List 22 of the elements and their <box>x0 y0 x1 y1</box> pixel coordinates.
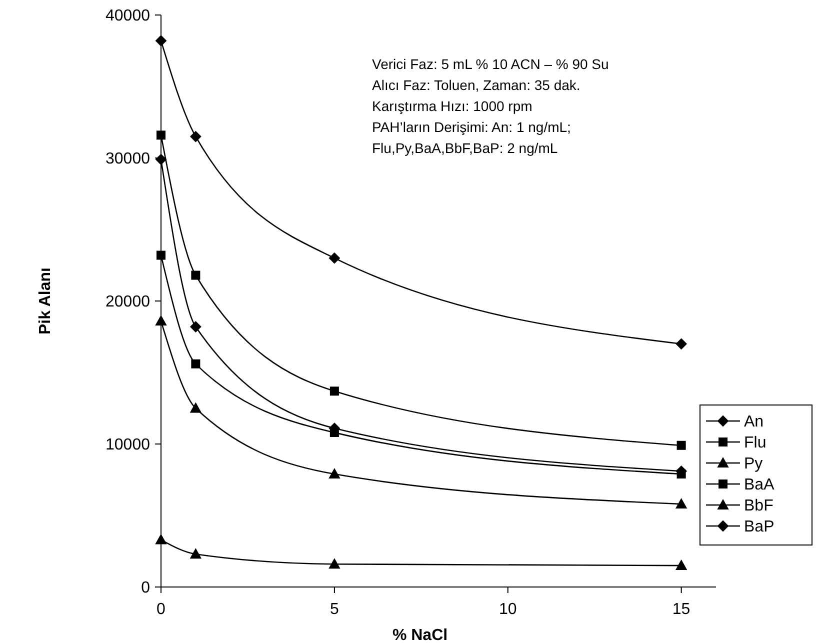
x-tick-label: 0 <box>156 601 166 618</box>
x-tick-label: 15 <box>672 601 690 618</box>
x-axis-title: % NaCl <box>392 627 448 643</box>
y-tick-label: 0 <box>141 580 150 597</box>
annotation: Karıştırma Hızı: 1000 rpm <box>372 98 532 114</box>
y-tick-label: 10000 <box>106 436 150 454</box>
legend-label: BbF <box>744 498 774 515</box>
annotation: Verici Faz: 5 mL % 10 ACN – % 90 Su <box>372 56 609 72</box>
annotation: Alıcı Faz: Toluen, Zaman: 35 dak. <box>372 77 580 93</box>
y-tick-label: 40000 <box>106 8 150 25</box>
annotation: Flu,Py,BaA,BbF,BaP: 2 ng/mL <box>372 140 558 156</box>
legend-label: Flu <box>744 434 766 452</box>
x-tick-label: 5 <box>330 601 339 618</box>
x-tick-label: 10 <box>498 601 517 618</box>
legend-label: BaA <box>744 476 775 494</box>
annotation: PAH’ların Derişimi: An: 1 ng/mL; <box>372 119 571 135</box>
legend-label: Py <box>744 456 763 473</box>
y-tick-label: 30000 <box>106 150 150 168</box>
y-axis-title: Pik Alanı <box>37 268 54 334</box>
y-tick-label: 20000 <box>106 294 150 311</box>
legend-label: An <box>744 414 764 431</box>
legend-label: BaP <box>744 518 774 536</box>
